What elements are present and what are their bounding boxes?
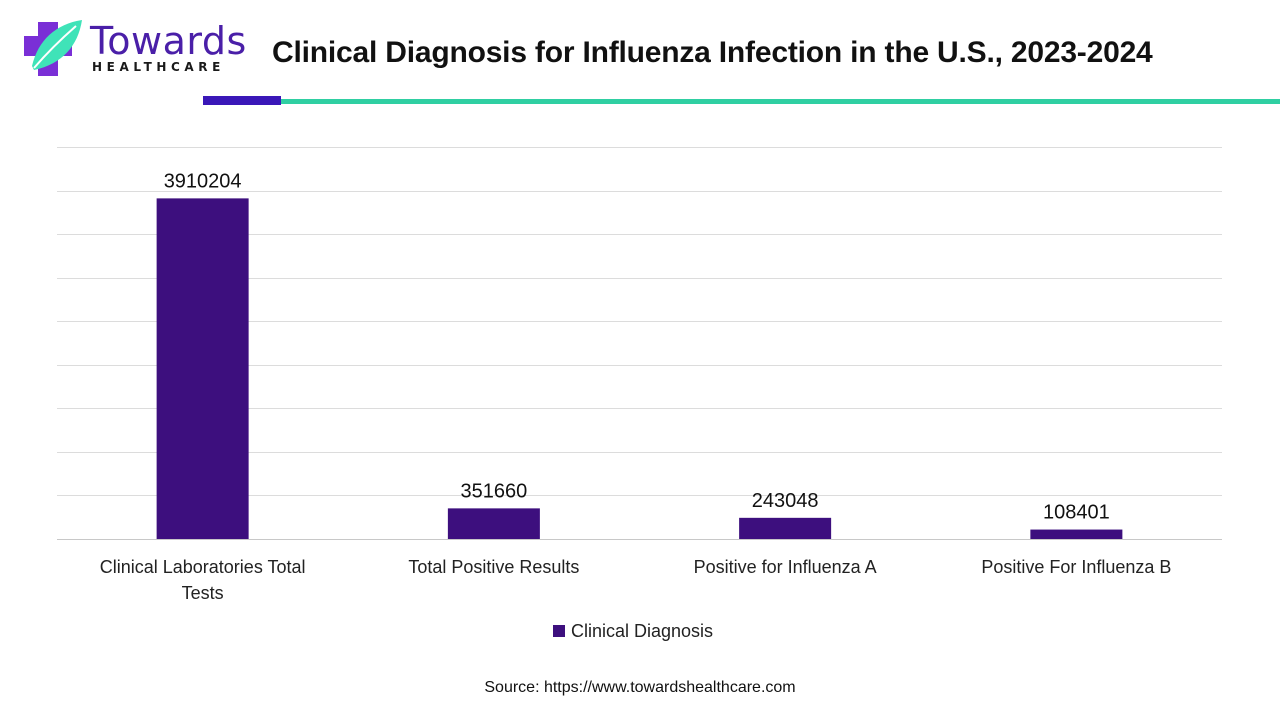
source-note: Source: https://www.towardshealthcare.co… xyxy=(484,679,796,696)
bar xyxy=(1030,529,1123,539)
legend-label: Clinical Diagnosis xyxy=(571,621,713,641)
x-tick-label: Clinical Laboratories Total xyxy=(100,557,306,577)
page-title: Clinical Diagnosis for Influenza Infecti… xyxy=(272,36,1153,69)
data-label: 351660 xyxy=(461,480,528,502)
x-tick-label: Positive for Influenza A xyxy=(694,557,877,577)
brand-logo: Towards HEALTHCARE xyxy=(20,18,246,80)
brand-name: Towards xyxy=(90,19,247,63)
x-tick-label: Total Positive Results xyxy=(408,557,579,577)
bar xyxy=(447,508,540,539)
title-underline-accent xyxy=(203,96,281,105)
data-label: 3910204 xyxy=(164,170,242,192)
data-label: 243048 xyxy=(752,490,819,512)
brand-subtitle: HEALTHCARE xyxy=(92,60,225,74)
medical-cross-leaf-icon xyxy=(24,20,82,76)
data-label: 108401 xyxy=(1043,502,1110,524)
title-underline xyxy=(281,99,1280,104)
bar xyxy=(156,198,249,539)
bar xyxy=(739,517,832,539)
legend-swatch xyxy=(553,625,565,637)
x-tick-label: Positive For Influenza B xyxy=(981,557,1171,577)
x-tick-label: Tests xyxy=(182,583,224,603)
